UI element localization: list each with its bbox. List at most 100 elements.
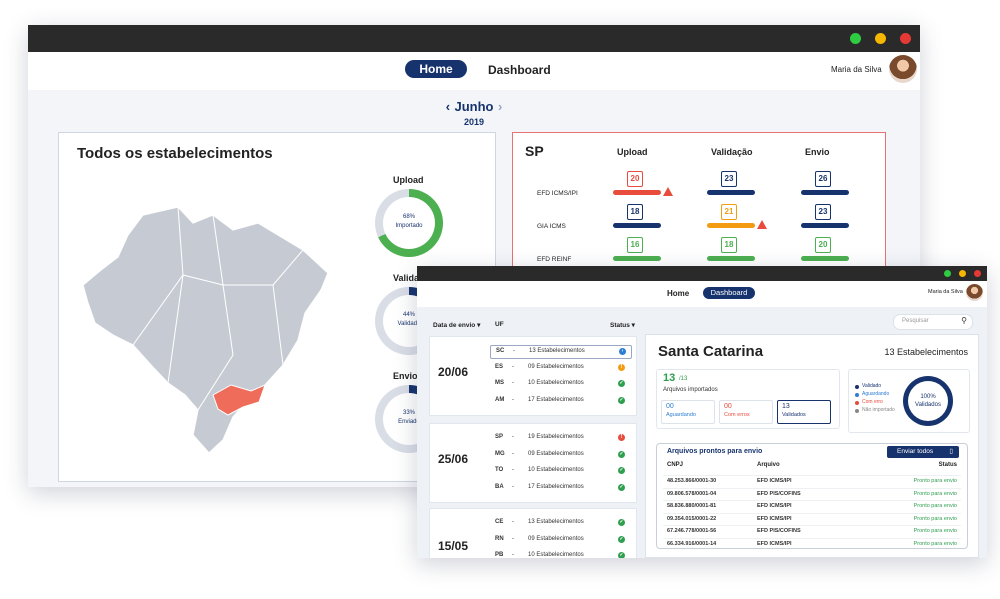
ready-file-row[interactable]: 48.253.866/0001-30 EFD ICMS/IPI Pronto par… <box>663 475 961 487</box>
state-row[interactable]: RN - 09 Estabelecimentos ✓ <box>490 534 630 546</box>
front-maximize-button[interactable] <box>944 270 951 277</box>
status-info-icon: › <box>619 348 626 355</box>
status-count-label: Com erros <box>724 412 750 418</box>
status-count-value: 00 <box>724 403 732 410</box>
state-row[interactable]: PB - 10 Estabelecimentos ✓ <box>490 550 630 558</box>
minimize-button[interactable] <box>875 33 886 44</box>
front-user-avatar[interactable] <box>966 284 983 301</box>
status-count-box[interactable]: 00 Com erros <box>719 400 773 424</box>
status-ok-icon: ✓ <box>618 483 625 491</box>
state-row[interactable]: SC - 13 Estabelecimentos › <box>490 345 632 359</box>
date-group-card: 20/06 SC - 13 Estabelecimentos › ES - 09 Estabe… <box>429 336 637 416</box>
state-row[interactable]: CE - 13 Estabelecimentos ✓ <box>490 517 630 529</box>
state-row[interactable]: BA - 17 Estabelecimentos ✓ <box>490 482 630 494</box>
state-row[interactable]: SP - 19 Estabelecimentos! <box>490 432 630 444</box>
ready-file-row[interactable]: 09.806.578/0001-04 EFD PIS/COFINS Pronto p… <box>663 487 961 500</box>
state-row[interactable]: TO - 10 Estabelecimentos ✓ <box>490 465 630 477</box>
progress-bar <box>801 223 849 228</box>
cnpj-value: 66.334.916/0001-14 <box>667 540 717 547</box>
nav-dashboard-link[interactable]: Dashboard <box>488 63 551 77</box>
ready-file-row[interactable]: 67.246.778/0001-56 EFD PIS/COFINS Pronto p… <box>663 525 961 537</box>
state-uf: CE <box>495 519 504 525</box>
user-avatar[interactable] <box>889 55 917 83</box>
donut-label: Validação <box>393 273 435 283</box>
state-establishments: 10 Estabelecimentos <box>528 552 584 558</box>
legend-dot <box>855 401 859 405</box>
status-ok-icon: ✓ <box>618 450 625 458</box>
maximize-button[interactable] <box>850 33 861 44</box>
calendar-icon[interactable]: 16 <box>627 237 643 253</box>
group-date: 20/06 <box>438 365 469 379</box>
ready-file-row[interactable]: 66.334.916/0001-14 EFD ICMS/IPI Pronto par… <box>663 537 961 550</box>
sp-column-header: Envio <box>805 147 830 157</box>
calendar-icon[interactable]: 26 <box>815 171 831 187</box>
ready-status-value: Pronto para envio <box>913 515 957 522</box>
file-value: EFD PIS/COFINS <box>757 528 801 534</box>
front-close-button[interactable] <box>974 270 981 277</box>
validated-caption: Validados <box>915 402 941 408</box>
send-all-button[interactable]: Enviar todos ▯ <box>887 446 959 458</box>
imported-label: Arquivos importados <box>663 387 718 393</box>
state-row[interactable]: MG - 09 Estabelecimentos ✓ <box>490 449 630 461</box>
month-selector: ‹ Junho › 2019 <box>28 98 920 127</box>
establishment-count: 13 Estabelecimentos <box>884 347 968 357</box>
row-separator: - <box>512 483 514 490</box>
legend-dot <box>855 385 859 389</box>
status-column-header[interactable]: Status ▾ <box>610 322 635 329</box>
file-value: EFD ICMS/IPI <box>757 515 792 522</box>
status-count-value: 13 <box>782 403 790 410</box>
state-row[interactable]: MS - 10 Estabelecimentos ✓ <box>490 378 630 390</box>
row-separator: - <box>512 535 514 542</box>
row-separator: - <box>512 467 514 473</box>
group-date: 15/05 <box>438 539 469 553</box>
status-ok-icon: ✓ <box>618 535 625 543</box>
state-row[interactable]: AM - 17 Estabelecimentos ✓ <box>490 395 630 407</box>
chevron-left-icon[interactable]: ‹ <box>445 99 451 114</box>
search-box[interactable]: Pesquisar ⚲ <box>893 314 973 330</box>
front-title-bar <box>417 266 987 281</box>
sp-row-label: EFD REINF <box>537 256 572 263</box>
brazil-map-shape <box>82 206 329 454</box>
calendar-icon[interactable]: 18 <box>721 237 737 253</box>
row-separator: - <box>512 552 514 558</box>
progress-bar <box>707 223 755 228</box>
ready-file-row[interactable]: 58.836.880/0001-81 EFD ICMS/IPI Pronto par… <box>663 500 961 512</box>
progress-bar <box>801 190 849 195</box>
front-minimize-button[interactable] <box>959 270 966 277</box>
calendar-icon[interactable]: 18 <box>627 204 643 220</box>
state-establishments: 17 Estabelecimentos <box>528 396 584 403</box>
calendar-icon[interactable]: 23 <box>721 171 737 187</box>
chevron-right-icon[interactable]: › <box>497 99 503 114</box>
status-count-box[interactable]: 00 Aguardando <box>661 400 715 424</box>
search-icon[interactable]: ⚲ <box>961 316 967 325</box>
calendar-icon[interactable]: 20 <box>627 171 643 187</box>
front-nav-home-link[interactable]: Home <box>667 289 690 298</box>
date-column-header[interactable]: Data de envio ▾ <box>433 322 481 329</box>
legend-dot <box>855 393 859 397</box>
nav-home-button[interactable]: Home <box>405 60 467 78</box>
ready-file-row[interactable]: 09.354.015/0001-22 EFD ICMS/IPI Pronto par… <box>663 512 961 525</box>
app-header: Home Dashboard Maria da Silva <box>28 52 920 90</box>
calendar-icon[interactable]: 20 <box>815 237 831 253</box>
row-separator: - <box>513 348 515 354</box>
imported-value: 13 <box>663 372 676 384</box>
row-separator: - <box>512 519 514 525</box>
cnpj-column-header: CNPJ <box>667 462 684 468</box>
highlighted-state-sp[interactable] <box>212 384 266 416</box>
file-value: EFD ICMS/IPI <box>757 540 792 547</box>
progress-donut: 68% Importado <box>375 189 443 257</box>
state-establishments: 19 Estabelecimentos <box>528 434 584 440</box>
calendar-icon[interactable]: 21 <box>721 204 737 220</box>
state-uf: PB <box>495 552 504 558</box>
state-row[interactable]: ES - 09 Estabelecimentos! <box>490 362 630 374</box>
search-input[interactable]: Pesquisar <box>902 318 929 324</box>
state-establishments: 10 Estabelecimentos <box>528 380 584 386</box>
status-count-box[interactable]: 13 Validados <box>777 400 831 424</box>
legend-label: Validado <box>862 383 882 389</box>
close-button[interactable] <box>900 33 911 44</box>
front-nav-dashboard-button[interactable]: Dashboard <box>703 287 755 299</box>
date-group-card: 15/05 CE - 13 Estabelecimentos ✓ RN - 09 Estabe… <box>429 508 637 558</box>
donut-percent: 33% <box>402 410 415 416</box>
group-date: 25/06 <box>438 452 469 466</box>
calendar-icon[interactable]: 23 <box>815 204 831 220</box>
